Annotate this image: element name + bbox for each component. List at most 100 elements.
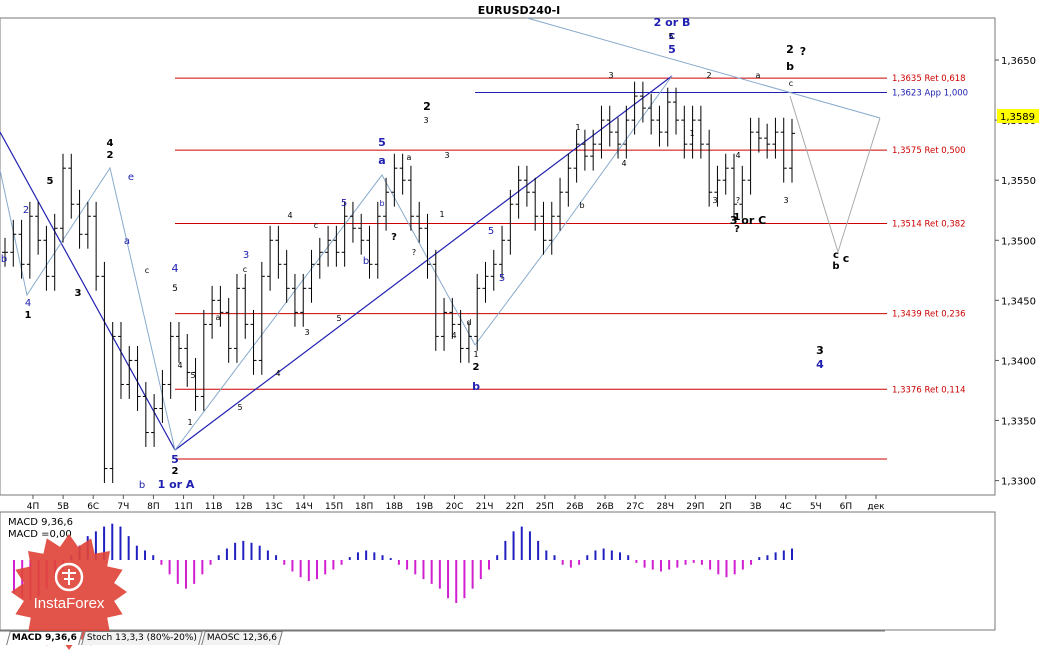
- x-tick-label: 11В: [205, 502, 223, 512]
- wave-label: a: [407, 153, 412, 162]
- wave-label: b: [1, 254, 7, 265]
- wave-label: 3 or C: [730, 214, 766, 227]
- wave-label: c: [314, 221, 318, 230]
- wave-label: c: [243, 265, 247, 274]
- wave-label: a: [216, 313, 221, 322]
- retracement-level-label: 1,3376 Ret 0,114: [892, 385, 966, 395]
- wave-label: c: [145, 266, 149, 275]
- wave-label: 5: [341, 198, 347, 209]
- current-price-label: 1,3589: [1000, 112, 1035, 123]
- x-tick-label: 5В: [57, 502, 69, 512]
- x-tick-label: 2П: [719, 502, 732, 512]
- wave-label: 2: [706, 71, 711, 80]
- y-tick-label: 1,3550: [1001, 176, 1036, 187]
- wave-label: 2 or B: [654, 16, 691, 29]
- tab-maosc[interactable]: MAOSC 12,36,6: [201, 631, 284, 645]
- x-tick-label: 21Ч: [476, 502, 494, 512]
- wave-label: 1: [473, 350, 478, 359]
- wave-label: 3: [444, 151, 449, 160]
- wave-label: b: [786, 60, 794, 73]
- wave-label: 2: [172, 466, 179, 477]
- y-tick-label: 1,3500: [1001, 236, 1036, 247]
- retracement-level-label: 1,3635 Ret 0,618: [892, 74, 966, 84]
- wave-label: b: [579, 201, 584, 210]
- wave-label: c: [789, 79, 793, 88]
- wave-label: 5: [171, 453, 179, 466]
- wave-label: 5: [190, 371, 195, 380]
- wave-label: a: [756, 71, 761, 80]
- retracement-level-label: 1,3623 App 1,000: [892, 88, 968, 98]
- x-tick-label: 8П: [147, 502, 160, 512]
- wave-label: 1: [734, 212, 741, 223]
- wave-label: 2: [23, 205, 29, 216]
- chart-title: EURUSD240-I: [478, 4, 561, 17]
- logo-text: InstaForex: [33, 595, 105, 612]
- x-tick-label: 5Ч: [810, 502, 822, 512]
- instaforex-logo: InstaForex: [10, 533, 128, 651]
- x-tick-label: 25П: [536, 502, 554, 512]
- tab-stoch[interactable]: Stoch 13,3,3 (80%-20%): [81, 631, 203, 645]
- wave-label: 4: [25, 298, 31, 309]
- x-tick-label: 18П: [355, 502, 373, 512]
- y-tick-label: 1,3650: [1001, 56, 1036, 67]
- x-tick-label: 4П: [27, 502, 40, 512]
- wave-label: b: [363, 256, 369, 267]
- tab-macd[interactable]: MACD 9,36,6: [6, 631, 83, 645]
- wave-label: 3: [608, 71, 613, 80]
- retracement-level-label: 1,3439 Ret 0,236: [892, 310, 966, 320]
- wave-label: 1 or A: [158, 478, 195, 491]
- wave-label: c: [833, 250, 839, 261]
- price-panel-frame: [0, 17, 996, 496]
- y-tick-label: 1,3350: [1001, 417, 1036, 428]
- wave-label: 4: [172, 262, 179, 275]
- wave-label: ?: [734, 224, 740, 235]
- wave-label: 4: [816, 358, 824, 371]
- x-tick-label: дек: [867, 502, 885, 512]
- wave-label: ?: [800, 45, 806, 58]
- x-tick-label: 12В: [235, 502, 253, 512]
- macd-panel-frame: [0, 511, 996, 631]
- wave-label: 3: [75, 288, 82, 299]
- x-tick-label: 11П: [174, 502, 192, 512]
- y-tick-label: 1,3400: [1001, 356, 1036, 367]
- x-tick-label: 15П: [325, 502, 343, 512]
- wave-label: 5: [499, 273, 505, 284]
- wave-label: 4: [275, 369, 280, 378]
- wave-label: ?: [412, 248, 416, 257]
- wave-label: 4: [451, 331, 456, 340]
- wave-label: 3: [243, 250, 249, 261]
- y-tick-label: 1,3450: [1001, 296, 1036, 307]
- x-tick-label: 3В: [750, 502, 762, 512]
- x-tick-label: 13С: [265, 502, 283, 512]
- wave-label: a: [124, 236, 130, 247]
- y-tick-label: 1,3300: [1001, 477, 1036, 488]
- wave-label: 5: [668, 43, 676, 56]
- wave-label: 5: [488, 226, 494, 237]
- wave-label: 5: [668, 32, 673, 41]
- wave-label: 3: [423, 116, 428, 125]
- x-tick-label: 27С: [626, 502, 644, 512]
- retracement-level-label: 1,3514 Ret 0,382: [892, 219, 966, 229]
- retracement-level-label: 1,3575 Ret 0,500: [892, 146, 966, 156]
- wave-path-line: [0, 75, 673, 452]
- wave-label: 3: [816, 344, 824, 357]
- macd-title: MACD 9,36,6: [8, 517, 73, 528]
- wave-label: 5: [237, 403, 242, 412]
- wave-label: c: [669, 29, 676, 42]
- x-tick-label: 4С: [780, 502, 792, 512]
- x-tick-label: 26В: [566, 502, 584, 512]
- wave-label: ?: [391, 232, 397, 243]
- x-tick-label: 28Ч: [656, 502, 674, 512]
- wave-label: 4: [177, 361, 182, 370]
- x-tick-label: 26В: [596, 502, 614, 512]
- wave-label: 1: [25, 310, 32, 321]
- wave-label: c: [843, 252, 850, 265]
- channel-line: [526, 17, 881, 119]
- wave-label: 1: [575, 123, 580, 132]
- x-tick-label: 29П: [686, 502, 704, 512]
- x-tick-label: 22П: [506, 502, 524, 512]
- trend-line: [174, 75, 673, 451]
- wave-label: 4: [287, 211, 292, 220]
- wave-label: 5: [378, 136, 386, 149]
